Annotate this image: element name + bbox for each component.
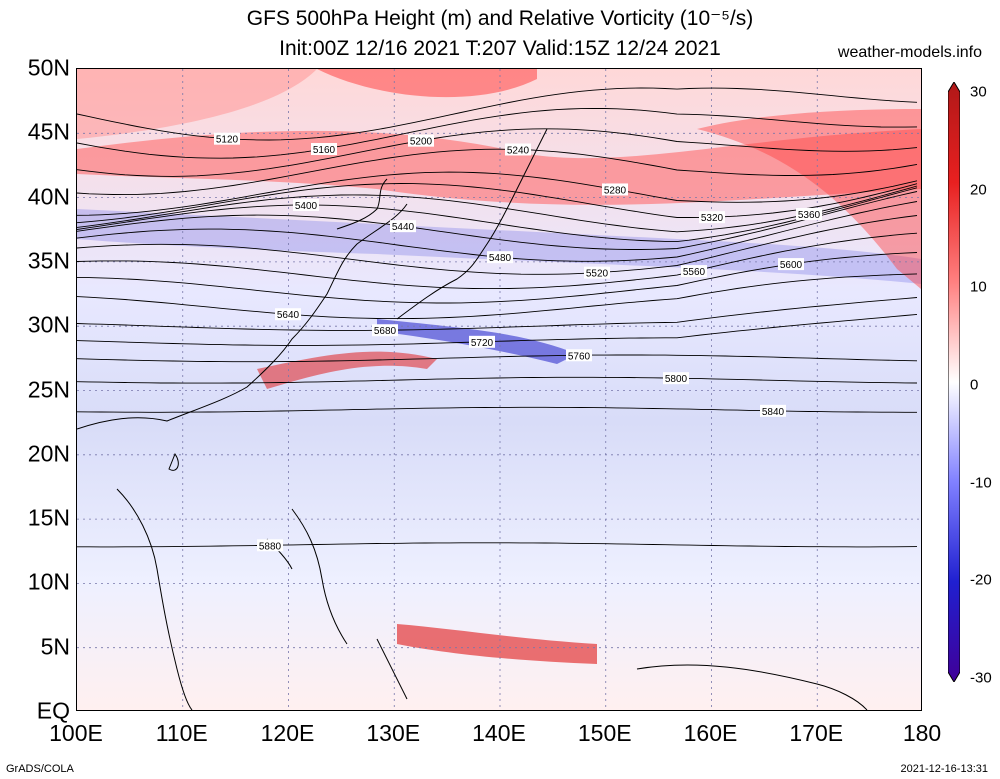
height-contour xyxy=(77,252,918,304)
latitude-label: 30N xyxy=(27,311,70,338)
contour-label: 5120 xyxy=(216,135,239,146)
contour-label: 5560 xyxy=(683,267,706,278)
colorbar-tick-label: 10 xyxy=(970,278,987,296)
contour-label: 5720 xyxy=(471,338,494,349)
longitude-label: 170E xyxy=(789,720,844,746)
contour-label: 5640 xyxy=(277,310,300,321)
map-canvas: 5120 5160 5200 5240 5280 5320 5360 5400 5440 5480… xyxy=(77,69,921,710)
height-contour xyxy=(77,313,918,346)
contour-label: 5480 xyxy=(489,253,512,264)
latitude-label: 50N xyxy=(27,54,70,81)
height-contour xyxy=(77,273,918,320)
latitude-label: 25N xyxy=(27,376,70,402)
software-credit: GrADS/COLA xyxy=(6,763,74,775)
colorbar-tick-label: -10 xyxy=(970,474,992,492)
contour-label: 5800 xyxy=(665,374,688,385)
contour-label: 5600 xyxy=(780,260,803,271)
height-contour xyxy=(77,128,918,177)
vorticity-map: 5120 5160 5200 5240 5280 5320 5360 5400 5440 5480… xyxy=(76,68,922,711)
contour-label: 5400 xyxy=(295,201,318,212)
longitude-label: 110E xyxy=(155,720,208,746)
longitude-label: 150E xyxy=(577,720,632,746)
colorbar xyxy=(948,82,960,682)
latitude-label: 5N xyxy=(40,633,70,660)
longitude-label: 180 xyxy=(902,720,942,746)
contour-labels: 5120 5160 5200 5240 5280 5320 5360 5400 5440 5480… xyxy=(214,132,822,552)
contour-label: 5320 xyxy=(701,213,724,224)
colorbar-tick-label: 0 xyxy=(970,376,979,394)
longitude-label: 130E xyxy=(366,720,421,746)
contour-label: 5840 xyxy=(762,407,785,418)
latitude-label: 45N xyxy=(27,118,70,145)
longitude-label: 100E xyxy=(49,720,103,746)
height-contour xyxy=(77,297,918,331)
height-contour xyxy=(77,187,918,243)
contour-label: 5280 xyxy=(604,185,627,196)
height-contour xyxy=(77,183,918,224)
contour-label: 5360 xyxy=(798,210,821,221)
height-contour xyxy=(77,107,918,159)
height-contour xyxy=(77,542,918,548)
contour-label: 5680 xyxy=(374,326,397,337)
height-contour xyxy=(77,185,918,233)
latitude-label: 20N xyxy=(27,440,70,467)
contour-label: 5200 xyxy=(410,137,433,148)
coastlines xyxy=(77,128,868,710)
latitude-label: 35N xyxy=(27,247,70,274)
height-contour xyxy=(77,148,918,196)
map-subtitle: Init:00Z 12/16 2021 T:207 Valid:15Z 12/2… xyxy=(279,37,721,60)
height-contour xyxy=(77,354,918,363)
contour-label: 5440 xyxy=(392,222,415,233)
colorbar-tick-label: 30 xyxy=(970,83,987,101)
map-title: GFS 500hPa Height (m) and Relative Vorti… xyxy=(246,7,754,30)
contour-label: 5880 xyxy=(259,541,282,552)
longitude-label: 140E xyxy=(472,720,526,746)
latitude-label: 40N xyxy=(27,183,70,210)
graticule xyxy=(77,69,921,710)
colorbar-tick-label: 20 xyxy=(970,181,987,199)
vorticity-field xyxy=(77,69,921,664)
latitude-label: 10N xyxy=(27,568,70,595)
colorbar-tick-label: -30 xyxy=(970,669,992,687)
longitude-label: 160E xyxy=(683,720,738,746)
contour-label: 5520 xyxy=(586,269,609,280)
site-credit: weather-models.info xyxy=(837,44,982,61)
height-contour xyxy=(77,376,918,384)
contour-label: 5160 xyxy=(313,145,336,156)
contour-label: 5240 xyxy=(507,145,530,156)
longitude-label: 120E xyxy=(260,720,315,746)
latitude-label: 15N xyxy=(27,504,70,531)
height-contour xyxy=(77,232,918,290)
timestamp: 2021-12-16-13:31 xyxy=(900,763,988,775)
height-contour xyxy=(77,171,918,216)
latitude-label: EQ xyxy=(36,697,70,724)
colorbar-tick-label: -20 xyxy=(970,571,992,589)
height-contour xyxy=(77,191,918,250)
height-contour xyxy=(77,215,918,275)
contour-label: 5760 xyxy=(568,351,591,362)
